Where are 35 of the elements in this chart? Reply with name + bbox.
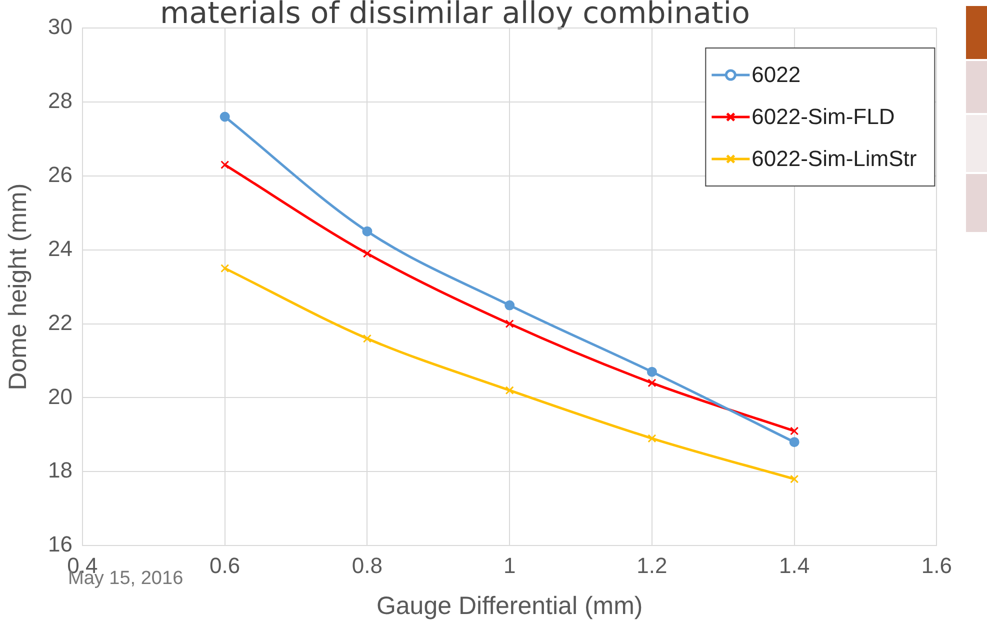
point [504,300,515,310]
y-tick-label: 18 [48,458,72,483]
y-tick-label: 22 [48,310,72,335]
point [648,434,656,443]
point [646,366,657,377]
point [220,264,230,273]
x-tick-label: 1.2 [636,552,668,578]
y-tick-label: 26 [48,162,72,187]
point [790,474,799,484]
legend-label: 6022-Sim-LimStr [752,146,917,172]
point [505,386,514,395]
chart-title: materials of dissimilar alloy combinatio [160,0,750,31]
x-tick-label: 0.8 [352,552,383,578]
point [505,319,514,328]
x-tick-label: 1 [503,552,516,578]
point [220,112,230,122]
point [362,226,372,236]
y-tick-label: 20 [48,384,72,409]
point [362,334,372,343]
x-tick-label: 1.4 [779,552,810,578]
legend-label: 6022-Sim-FLD [752,104,895,130]
y-tick-label: 16 [48,532,72,557]
legend-label: 6022 [752,62,801,88]
point [790,426,799,436]
x-tick-label: 1.6 [921,552,952,578]
point [789,437,800,448]
y-axis-title: Dome height (mm) [4,183,32,390]
point [220,160,230,170]
y-tick-label: 24 [48,236,72,261]
point [648,378,656,388]
y-tick-label: 30 [48,14,72,40]
x-tick-label: 0.6 [210,552,240,578]
point [362,249,372,258]
x-axis-title: Gauge Differential (mm) [376,592,643,620]
y-tick-label: 28 [48,88,72,114]
